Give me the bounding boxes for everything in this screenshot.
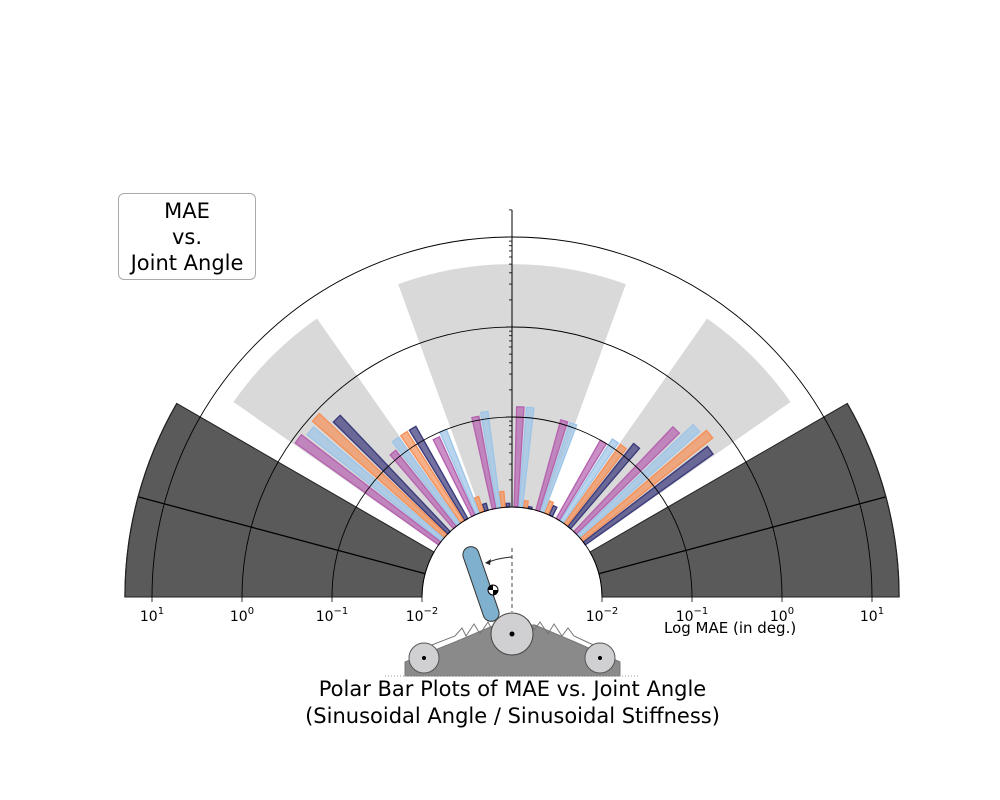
tick-labels: 101 101 100 100 10−1 10−1 10−2 10−2 [140,597,884,625]
legend-box: MAE vs. Joint Angle [118,193,256,280]
tick-label-3: 100 [770,606,794,625]
tick-label-1: 101 [860,606,884,625]
tick-label-2: 100 [230,606,254,625]
spoke-1 [137,496,426,575]
outer-edge-0 [846,403,900,598]
outer-edge-1 [124,403,178,598]
tick-label-6: 10−2 [406,606,439,625]
tick-label-5: 10−1 [676,606,709,625]
illus-angle-arrow [485,559,491,565]
illus-wheel-left-dot [422,656,426,660]
spoke-0 [598,496,887,575]
tick-label-4: 10−1 [316,606,349,625]
legend-line-3: Joint Angle [130,251,244,275]
legend-line-1: MAE [164,199,210,223]
legend-line-2: vs. [171,225,203,249]
region-light-3 [512,264,626,513]
tick-label-0: 101 [140,606,164,625]
illus-com-quadrants [488,585,498,595]
illus-wheel-right-dot [598,656,602,660]
chart-title-line-1: Polar Bar Plots of MAE vs. Joint Angle [318,677,707,701]
joint-illustration [385,546,640,677]
illus-hub-dot [509,631,515,637]
tick-label-7: 10−2 [586,606,619,625]
radial-axis-spine [506,209,513,508]
radial-axis-label: Log MAE (in deg.) [664,619,797,637]
chart-title-line-2: (Sinusoidal Angle / Sinusoidal Stiffness… [305,704,720,728]
bar-13 [522,499,530,510]
illus-arm [462,546,500,622]
